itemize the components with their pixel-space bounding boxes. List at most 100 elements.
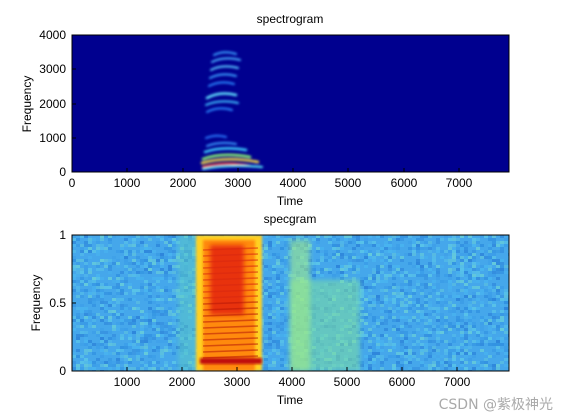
noise-cell: [416, 241, 420, 244]
noise-cell: [312, 262, 316, 265]
noise-cell: [92, 367, 96, 370]
noise-cell: [268, 331, 272, 334]
noise-cell: [100, 361, 104, 364]
noise-cell: [316, 259, 320, 262]
noise-cell: [404, 274, 408, 277]
noise-cell: [96, 250, 100, 253]
noise-cell: [416, 319, 420, 322]
noise-cell: [172, 340, 176, 343]
noise-cell: [80, 253, 84, 256]
noise-cell: [80, 361, 84, 364]
noise-cell: [412, 301, 416, 304]
noise-cell: [100, 286, 104, 289]
noise-cell: [160, 292, 164, 295]
noise-cell: [412, 352, 416, 355]
noise-cell: [372, 343, 376, 346]
noise-cell: [160, 313, 164, 316]
noise-cell: [472, 301, 476, 304]
noise-cell: [376, 280, 380, 283]
noise-cell: [284, 271, 288, 274]
noise-cell: [76, 307, 80, 310]
noise-cell: [88, 277, 92, 280]
noise-cell: [100, 289, 104, 292]
noise-cell: [368, 331, 372, 334]
harmonic-stripe: [202, 301, 259, 305]
specgram-axes: specgram 1000 2000: [29, 212, 510, 407]
noise-cell: [368, 301, 372, 304]
noise-cell: [372, 286, 376, 289]
noise-cell: [268, 244, 272, 247]
noise-cell: [264, 316, 268, 319]
noise-cell: [96, 283, 100, 286]
noise-cell: [488, 247, 492, 250]
noise-cell: [480, 328, 484, 331]
noise-cell: [368, 355, 372, 358]
noise-cell: [488, 292, 492, 295]
noise-cell: [468, 259, 472, 262]
noise-cell: [400, 283, 404, 286]
noise-cell: [436, 238, 440, 241]
noise-cell: [480, 286, 484, 289]
noise-cell: [88, 241, 92, 244]
noise-cell: [420, 349, 424, 352]
noise-cell: [412, 334, 416, 337]
noise-cell: [392, 292, 396, 295]
noise-cell: [396, 289, 400, 292]
noise-cell: [168, 334, 172, 337]
x-tick-label: 2000: [170, 176, 197, 190]
noise-cell: [492, 253, 496, 256]
noise-cell: [464, 349, 468, 352]
noise-cell: [480, 277, 484, 280]
noise-cell: [436, 265, 440, 268]
noise-cell: [428, 322, 432, 325]
noise-cell: [280, 247, 284, 250]
noise-cell: [92, 286, 96, 289]
spectrogram-streak: [210, 65, 239, 71]
noise-cell: [112, 295, 116, 298]
noise-cell: [376, 298, 380, 301]
noise-cell: [268, 268, 272, 271]
noise-cell: [264, 253, 268, 256]
noise-cell: [500, 310, 504, 313]
noise-cell: [488, 298, 492, 301]
noise-cell: [140, 367, 144, 370]
noise-cell: [360, 343, 364, 346]
noise-cell: [404, 316, 408, 319]
noise-cell: [276, 301, 280, 304]
noise-cell: [320, 268, 324, 271]
noise-cell: [480, 319, 484, 322]
noise-cell: [352, 235, 356, 238]
noise-cell: [380, 310, 384, 313]
noise-cell: [380, 235, 384, 238]
noise-cell: [380, 247, 384, 250]
noise-cell: [392, 364, 396, 367]
noise-cell: [368, 313, 372, 316]
noise-cell: [444, 319, 448, 322]
y-tick-label: 2000: [39, 97, 66, 111]
noise-cell: [488, 259, 492, 262]
noise-cell: [172, 235, 176, 238]
noise-cell: [396, 253, 400, 256]
noise-cell: [492, 298, 496, 301]
noise-cell: [384, 262, 388, 265]
noise-cell: [392, 271, 396, 274]
noise-cell: [440, 250, 444, 253]
noise-cell: [72, 259, 76, 262]
noise-cell: [284, 238, 288, 241]
noise-cell: [144, 265, 148, 268]
noise-cell: [144, 334, 148, 337]
noise-cell: [268, 352, 272, 355]
noise-cell: [128, 319, 132, 322]
noise-cell: [164, 325, 168, 328]
noise-cell: [164, 322, 168, 325]
noise-cell: [268, 307, 272, 310]
noise-cell: [276, 280, 280, 283]
noise-cell: [496, 292, 500, 295]
noise-cell: [124, 271, 128, 274]
noise-cell: [148, 301, 152, 304]
noise-cell: [100, 328, 104, 331]
noise-cell: [152, 334, 156, 337]
noise-cell: [372, 256, 376, 259]
noise-cell: [172, 238, 176, 241]
noise-cell: [136, 340, 140, 343]
